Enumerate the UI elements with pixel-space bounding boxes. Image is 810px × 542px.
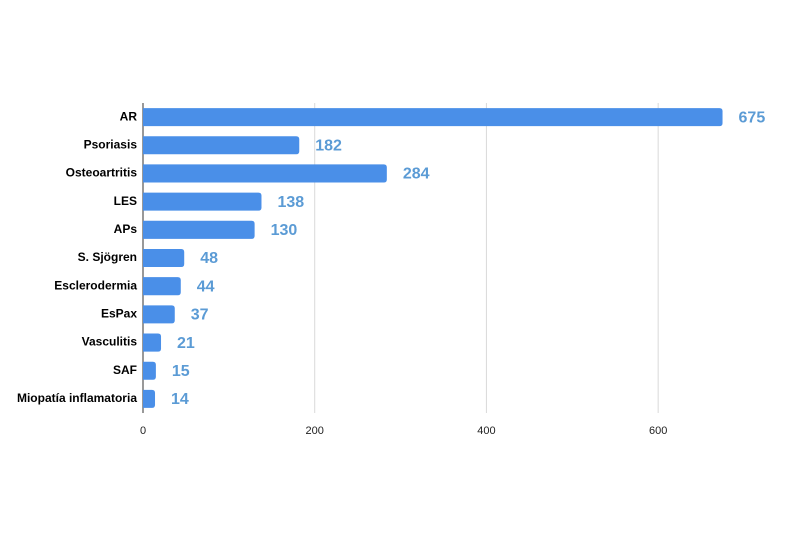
y-tick-label: SAF [113, 363, 137, 377]
value-label: 138 [277, 194, 304, 211]
value-label: 675 [739, 109, 766, 126]
value-label: 130 [271, 222, 298, 239]
y-tick-label: Vasculitis [82, 335, 138, 349]
y-tick-label: Miopatía inflamatoria [17, 391, 137, 405]
bar [143, 277, 181, 296]
value-label: 182 [315, 137, 342, 154]
bar [143, 389, 156, 408]
bar [143, 136, 300, 155]
value-label: 284 [403, 166, 430, 183]
bar [143, 164, 387, 183]
x-tick-label: 400 [477, 425, 495, 437]
y-tick-label: APs [114, 222, 138, 236]
y-tick-label: EsPax [101, 307, 137, 321]
y-tick-label: S. Sjögren [78, 250, 137, 264]
bar [143, 305, 175, 324]
bar [143, 192, 262, 211]
value-label: 37 [191, 307, 209, 324]
x-tick-label: 0 [140, 425, 146, 437]
y-tick-label: AR [120, 109, 138, 123]
bar [143, 108, 723, 127]
x-tick-label: 600 [649, 425, 667, 437]
bar [143, 333, 162, 352]
bar [143, 220, 255, 239]
y-tick-label: Osteoartritis [66, 166, 138, 180]
y-tick-label: LES [114, 194, 137, 208]
value-label: 15 [172, 363, 190, 380]
value-label: 14 [171, 391, 189, 408]
y-tick-label: Esclerodermia [54, 278, 137, 292]
value-label: 44 [197, 278, 215, 295]
x-tick-label: 200 [306, 425, 324, 437]
value-label: 21 [177, 335, 195, 352]
bar [143, 361, 156, 380]
bar [143, 248, 185, 268]
y-tick-label: Psoriasis [84, 137, 138, 151]
value-label: 48 [200, 250, 218, 267]
